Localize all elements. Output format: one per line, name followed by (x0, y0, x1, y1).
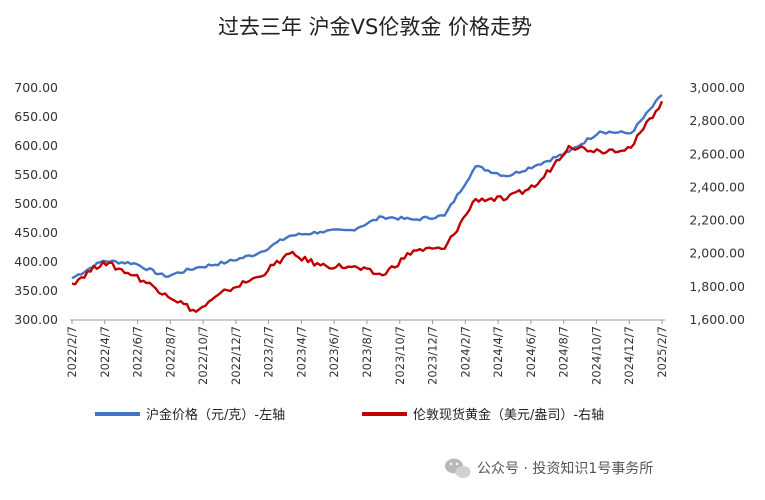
x-axis-ticks: 2022/2/7 2022/4/7 2022/6/7 2022/8/7 2022/10/… (65, 320, 669, 385)
left-tick-label: 700.00 (14, 80, 58, 95)
plot-area: 300.00 350.00 400.00 450.00 500.00 550.00 600.… (14, 80, 745, 385)
x-tick-label: 2023/2/7 (262, 326, 276, 378)
x-tick-label: 2022/8/7 (163, 326, 177, 378)
right-tick-label: 2,400.00 (689, 179, 745, 194)
right-tick-label: 2,600.00 (689, 146, 745, 161)
legend-label-left: 沪金价格（元/克）-左轴 (146, 407, 285, 423)
left-tick-label: 550.00 (14, 167, 58, 182)
legend: 沪金价格（元/克）-左轴 伦敦现货黄金（美元/盎司）-右轴 (95, 407, 604, 423)
right-tick-label: 3,000.00 (689, 80, 745, 95)
x-tick-label: 2022/4/7 (98, 326, 112, 378)
right-tick-label: 2,200.00 (689, 213, 745, 228)
x-tick-label: 2023/12/7 (426, 326, 440, 385)
left-tick-label: 600.00 (14, 138, 58, 153)
left-tick-label: 300.00 (14, 312, 58, 327)
series-lines (71, 94, 664, 313)
right-tick-label: 1,600.00 (689, 312, 745, 327)
wechat-icon (445, 458, 471, 478)
x-tick-label: 2024/10/7 (589, 326, 603, 385)
x-tick-label: 2023/10/7 (393, 326, 407, 385)
left-tick-label: 500.00 (14, 196, 58, 211)
right-tick-label: 2,000.00 (689, 246, 745, 261)
x-tick-label: 2023/8/7 (360, 326, 374, 378)
x-tick-label: 2023/4/7 (294, 326, 308, 378)
left-axis-ticks: 300.00 350.00 400.00 450.00 500.00 550.00 600.… (14, 80, 58, 327)
x-tick-label: 2024/12/7 (622, 326, 636, 385)
x-tick-label: 2025/2/7 (655, 326, 669, 378)
x-tick-label: 2023/6/7 (327, 326, 341, 378)
chart-title: 过去三年 沪金VS伦敦金 价格走势 (218, 15, 532, 39)
series-line-shfe-gold (71, 94, 663, 280)
left-tick-label: 400.00 (14, 254, 58, 269)
right-tick-label: 2,800.00 (689, 113, 745, 128)
left-tick-label: 650.00 (14, 109, 58, 124)
x-tick-label: 2022/10/7 (196, 326, 210, 385)
left-tick-label: 350.00 (14, 283, 58, 298)
left-tick-label: 450.00 (14, 225, 58, 240)
x-tick-label: 2022/6/7 (131, 326, 145, 378)
x-tick-label: 2022/12/7 (229, 326, 243, 385)
x-tick-label: 2024/8/7 (557, 326, 571, 378)
right-tick-label: 1,800.00 (689, 279, 745, 294)
x-tick-label: 2024/4/7 (491, 326, 505, 378)
right-axis-ticks: 1,600.00 1,800.00 2,000.00 2,200.00 2,400.00… (689, 80, 745, 327)
x-tick-label: 2022/2/7 (65, 326, 79, 378)
watermark-text: 公众号 · 投资知识1号事务所 (477, 460, 653, 477)
x-tick-label: 2024/6/7 (524, 326, 538, 378)
x-tick-label: 2024/2/7 (458, 326, 472, 378)
watermark: 公众号 · 投资知识1号事务所 (445, 458, 653, 478)
legend-label-right: 伦敦现货黄金（美元/盎司）-右轴 (413, 407, 604, 423)
series-line-london-gold (71, 100, 664, 313)
